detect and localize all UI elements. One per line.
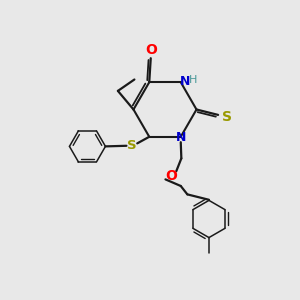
Text: N: N bbox=[176, 131, 186, 144]
Text: S: S bbox=[222, 110, 232, 124]
Text: H: H bbox=[189, 75, 197, 85]
Text: S: S bbox=[127, 139, 137, 152]
Text: O: O bbox=[145, 43, 157, 57]
Text: N: N bbox=[180, 75, 190, 88]
Text: O: O bbox=[165, 169, 177, 183]
